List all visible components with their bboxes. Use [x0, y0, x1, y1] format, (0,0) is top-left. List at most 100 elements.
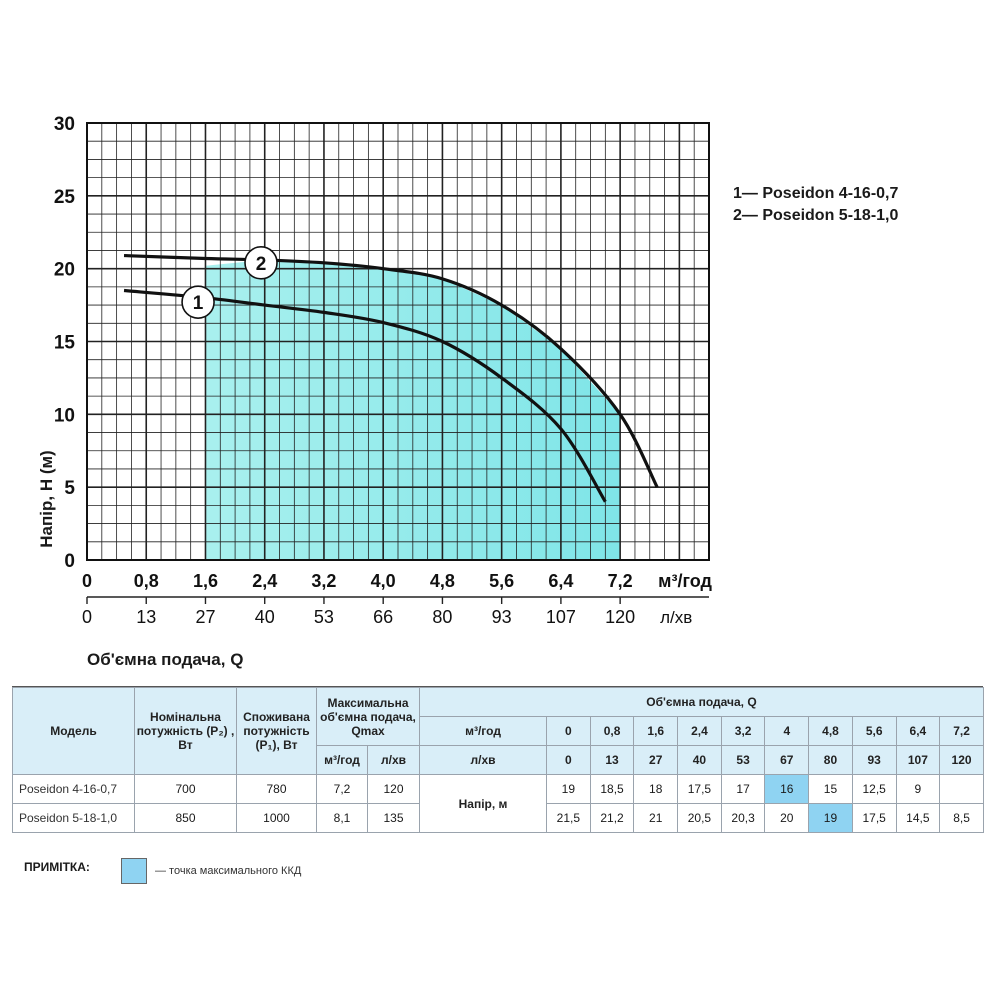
x-tick-label-secondary: 0	[82, 607, 92, 627]
th-qmax-l: л/хв	[366, 745, 421, 775]
legend-item-1: 1— Poseidon 4-16-0,7	[733, 185, 899, 202]
cell-head-value: 15	[808, 774, 853, 804]
cell-head-value: 17,5	[851, 803, 897, 833]
cell-head-value: 18	[633, 774, 679, 804]
th-flow-m3-value: 3,2	[720, 716, 766, 746]
x-axis-label: Об'ємна подача, Q	[87, 650, 244, 669]
cell-p1: 1000	[236, 803, 317, 833]
cell-head-value: 19	[546, 774, 591, 804]
th-qmax: Максимальна об'ємна подача, Qmax	[315, 687, 421, 746]
th-flow-l-value: 13	[589, 745, 635, 775]
cell-head-value: 21,2	[589, 803, 635, 833]
th-p2: Номінальна потужність (P₂) , Вт	[134, 687, 237, 775]
th-qmax-m3: м³/год	[316, 745, 368, 775]
th-flow: Об'ємна подача, Q	[419, 687, 984, 717]
table-header-row-1: Модель Номінальна потужність (P₂) , Вт С…	[12, 687, 984, 775]
x-tick-label-secondary: 27	[195, 607, 215, 627]
th-flow-m3-value: 0,8	[589, 716, 635, 746]
spec-table: Модель Номінальна потужність (P₂) , Вт С…	[12, 687, 984, 833]
x-tick-label-secondary: 107	[546, 607, 576, 627]
th-m3: м³/год	[419, 716, 548, 746]
x-tick-label-secondary: 93	[492, 607, 512, 627]
cell-head-value: 18,5	[589, 774, 635, 804]
series-marker-circle	[181, 285, 215, 319]
cell-qmax-m3: 7,2	[316, 774, 368, 804]
th-flow-l-value: 120	[939, 745, 984, 775]
th-model: Модель	[12, 687, 135, 775]
th-flow-m3-value: 7,2	[939, 716, 984, 746]
cell-head-label: Напір, м	[419, 774, 548, 833]
table-header-row-3: м³/год л/хв л/хв 0 13 27 40 53 67 80 93 107 120	[13, 745, 984, 775]
note-label: ПРИМІТКА:	[24, 860, 90, 874]
y-tick-label: 15	[54, 333, 76, 354]
cell-head-value: 20,3	[720, 803, 766, 833]
y-tick-label: 30	[54, 114, 75, 135]
series-marker-label: 1	[193, 293, 204, 314]
y-tick-label: 0	[64, 551, 75, 572]
cell-p2: 700	[134, 774, 237, 804]
note-text: — точка максимального ККД	[155, 865, 302, 877]
cell-head-value: 16	[764, 774, 810, 804]
cell-p1: 780	[236, 774, 317, 804]
cell-head-value: 21,5	[546, 803, 591, 833]
th-l: л/хв	[419, 745, 548, 775]
x-tick-label-secondary: 66	[373, 607, 393, 627]
x-tick-label: 6,4	[548, 571, 573, 591]
cell-p2: 850	[134, 803, 237, 833]
th-flow-l-value: 107	[895, 745, 941, 775]
cell-head-value: 17,5	[677, 774, 722, 804]
cell-head-value: 20,5	[677, 803, 722, 833]
x-tick-label-secondary: 40	[255, 607, 275, 627]
x-unit-secondary: л/хв	[660, 608, 692, 627]
th-flow-l-value: 93	[851, 745, 897, 775]
cell-head-value: 8,5	[939, 803, 984, 833]
x-tick-label: 5,6	[489, 571, 514, 591]
x-tick-label: 3,2	[311, 571, 336, 591]
cell-qmax-m3: 8,1	[316, 803, 368, 833]
cell-head-value: 17	[720, 774, 766, 804]
table-row: Poseidon 4-16-0,7 700 780 7,2 120 Напір,…	[12, 774, 984, 833]
th-flow-m3-value: 1,6	[633, 716, 679, 746]
y-tick-label: 5	[64, 478, 75, 499]
th-flow-l-value: 40	[677, 745, 722, 775]
series-marker-label: 2	[256, 254, 267, 275]
th-flow-m3-value: 2,4	[677, 716, 722, 746]
th-flow-l-value: 67	[764, 745, 810, 775]
x-tick-label: 0	[82, 571, 92, 591]
x-tick-label-secondary: 120	[605, 607, 635, 627]
y-tick-label: 10	[54, 405, 75, 426]
cell-head-value: 12,5	[851, 774, 897, 804]
th-p1: Споживана потужність (P₁), Вт	[236, 687, 317, 775]
x-tick-label: 2,4	[252, 571, 277, 591]
cell-model: Poseidon 5-18-1,0	[12, 803, 135, 833]
th-flow-m3-value: 4,8	[808, 716, 853, 746]
cell-head-value: 19	[808, 803, 853, 833]
y-axis-label: Напір, H (м)	[37, 450, 56, 548]
x-tick-label: 4,0	[371, 571, 396, 591]
plot-frame	[86, 122, 710, 561]
th-flow-m3-value: 0	[546, 716, 591, 746]
cell-head-value: 21	[633, 803, 679, 833]
table-row: Poseidon 5-18-1,0 850 1000 8,1 135 21,5 2…	[12, 803, 984, 833]
cell-head-value	[939, 774, 984, 804]
cell-head-value: 9	[895, 774, 941, 804]
x-tick-label: 1,6	[193, 571, 218, 591]
x-tick-label-secondary: 13	[136, 607, 156, 627]
x-tick-label: 0,8	[134, 571, 159, 591]
cell-qmax-l: 120	[366, 774, 421, 804]
th-flow-l-value: 0	[546, 745, 591, 775]
th-flow-m3-value: 4	[764, 716, 810, 746]
cell-head-value: 20	[764, 803, 810, 833]
th-flow-l-value: 53	[720, 745, 766, 775]
x-unit-primary: м³/год	[658, 571, 712, 591]
max-efficiency-swatch	[121, 858, 147, 884]
y-tick-label: 25	[54, 187, 76, 208]
series-line-2	[123, 253, 659, 488]
cell-qmax-l: 135	[366, 803, 421, 833]
cell-head-value: 14,5	[895, 803, 941, 833]
x-tick-label-secondary: 53	[314, 607, 334, 627]
series-line-1	[123, 288, 607, 503]
th-flow-m3-value: 5,6	[851, 716, 897, 746]
cell-model: Poseidon 4-16-0,7	[12, 774, 135, 804]
